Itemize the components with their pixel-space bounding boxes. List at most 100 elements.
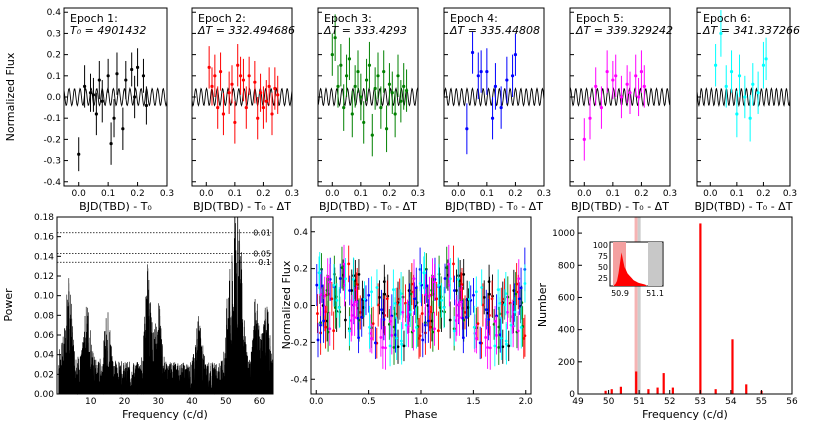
data-point (499, 105, 503, 110)
y-tick-label: 0 (569, 390, 575, 400)
data-point (315, 283, 319, 287)
data-point (425, 284, 429, 288)
data-point (490, 116, 495, 120)
y-tick-label: 0.3 (47, 29, 61, 39)
epoch-panel-6: 0.0 0.1 0.2 0.3 Epoch 6:ΔT = 341.337266 BJD(T… (695, 7, 800, 213)
data-point (456, 278, 460, 281)
epoch-offset: ΔT = 341.337266 (702, 24, 800, 37)
model-curve (191, 87, 293, 107)
y-axis-label: Number (536, 282, 549, 327)
data-point (371, 322, 375, 326)
y-tick-label: -0.1 (43, 114, 61, 124)
x-tick-label: 55 (756, 397, 767, 407)
y-tick-label: 0.00 (34, 390, 54, 400)
histogram-bar (731, 339, 734, 394)
data-point (130, 67, 134, 72)
data-point (719, 31, 723, 36)
epoch-panel-4: 0.0 0.1 0.2 0.3 Epoch 4:ΔT = 335.44808 BJD(TB… (443, 7, 551, 213)
data-point (384, 127, 389, 131)
y-tick-label: 0.12 (34, 272, 54, 282)
x-tick-label: 0.5 (361, 397, 375, 407)
data-point (452, 329, 456, 333)
data-point (582, 137, 586, 141)
data-point (443, 277, 447, 280)
data-point (356, 69, 360, 74)
data-point (335, 298, 339, 302)
data-point (141, 74, 146, 78)
data-point (347, 57, 352, 61)
data-point (373, 86, 377, 91)
data-point (94, 112, 98, 116)
x-axis-label: Phase (405, 408, 438, 421)
data-point (393, 112, 397, 116)
inset-y-tick-label: 100 (593, 241, 608, 250)
data-point (333, 36, 337, 40)
data-point (513, 310, 517, 314)
data-point (493, 344, 497, 348)
data-point (486, 346, 490, 349)
data-point (349, 319, 353, 322)
x-tick-label: 51 (633, 397, 644, 407)
inset-y-tick-label: 75 (598, 252, 608, 261)
x-axis-label: BJD(TBD) - T₀ - ΔT (445, 200, 543, 213)
data-point (478, 341, 482, 345)
data-point (336, 84, 340, 89)
data-point (316, 338, 320, 342)
data-point (378, 295, 381, 299)
data-point (470, 50, 475, 55)
data-point (247, 74, 251, 78)
data-point (428, 294, 431, 298)
phase-panel: 0.0 0.5 1.0 1.5 2.0 0.4 0.2 0.0 -0.2 -0.4 Phase Nor… (280, 216, 533, 421)
x-tick-label: 0.2 (130, 189, 144, 199)
data-point (210, 84, 214, 89)
data-point (437, 329, 440, 333)
data-point (343, 318, 347, 322)
data-point (482, 295, 486, 299)
periodogram-panel: 0.01 0.050.1 10 20 30 40 50 60 0.18 0.16 0.14 0.12 0… (2, 213, 274, 421)
data-point (230, 82, 234, 86)
inset-y-tick-label: 25 (598, 274, 608, 283)
data-point (244, 105, 248, 110)
x-tick-label: 0.3 (537, 189, 551, 199)
data-point (506, 310, 509, 314)
data-point (599, 105, 604, 110)
data-point (440, 298, 443, 302)
data-point (322, 319, 326, 323)
data-point (437, 283, 441, 287)
y-tick-label: -0.4 (290, 375, 308, 385)
data-point (452, 262, 455, 266)
data-point (433, 327, 436, 331)
data-point (594, 84, 598, 89)
data-point (448, 318, 452, 322)
axes-frame (577, 216, 793, 395)
data-point (455, 289, 458, 292)
data-point (511, 324, 515, 328)
epoch-panel-5: 0.0 0.1 0.2 0.3 Epoch 5:ΔT = 339.329242 BJD(T… (569, 7, 677, 213)
data-point (338, 310, 342, 314)
data-point (619, 95, 624, 99)
data-point (639, 69, 644, 74)
epoch-label: Epoch 4: (450, 12, 498, 25)
data-point (514, 292, 518, 296)
data-point (714, 63, 718, 67)
data-point (392, 346, 396, 349)
data-point (748, 116, 752, 120)
fap-label: 0.05 (253, 249, 271, 258)
histogram-bar (604, 390, 607, 394)
data-point (493, 84, 498, 89)
model-curve (317, 87, 419, 107)
data-point (391, 288, 395, 292)
data-point (488, 346, 492, 350)
data-point (367, 293, 371, 297)
data-point (414, 286, 418, 290)
x-tick-label: 0.2 (382, 189, 396, 199)
data-point (379, 105, 383, 110)
x-tick-label: 0.3 (285, 189, 299, 199)
y-axis-label: Power (2, 288, 15, 322)
epoch-offset: ΔT = 333.4293 (323, 24, 407, 37)
y-tick-label: 0.02 (34, 370, 54, 380)
data-point (258, 91, 263, 95)
data-point (611, 78, 615, 82)
histogram-bar (610, 389, 613, 394)
x-tick-label: 0.1 (606, 189, 620, 199)
